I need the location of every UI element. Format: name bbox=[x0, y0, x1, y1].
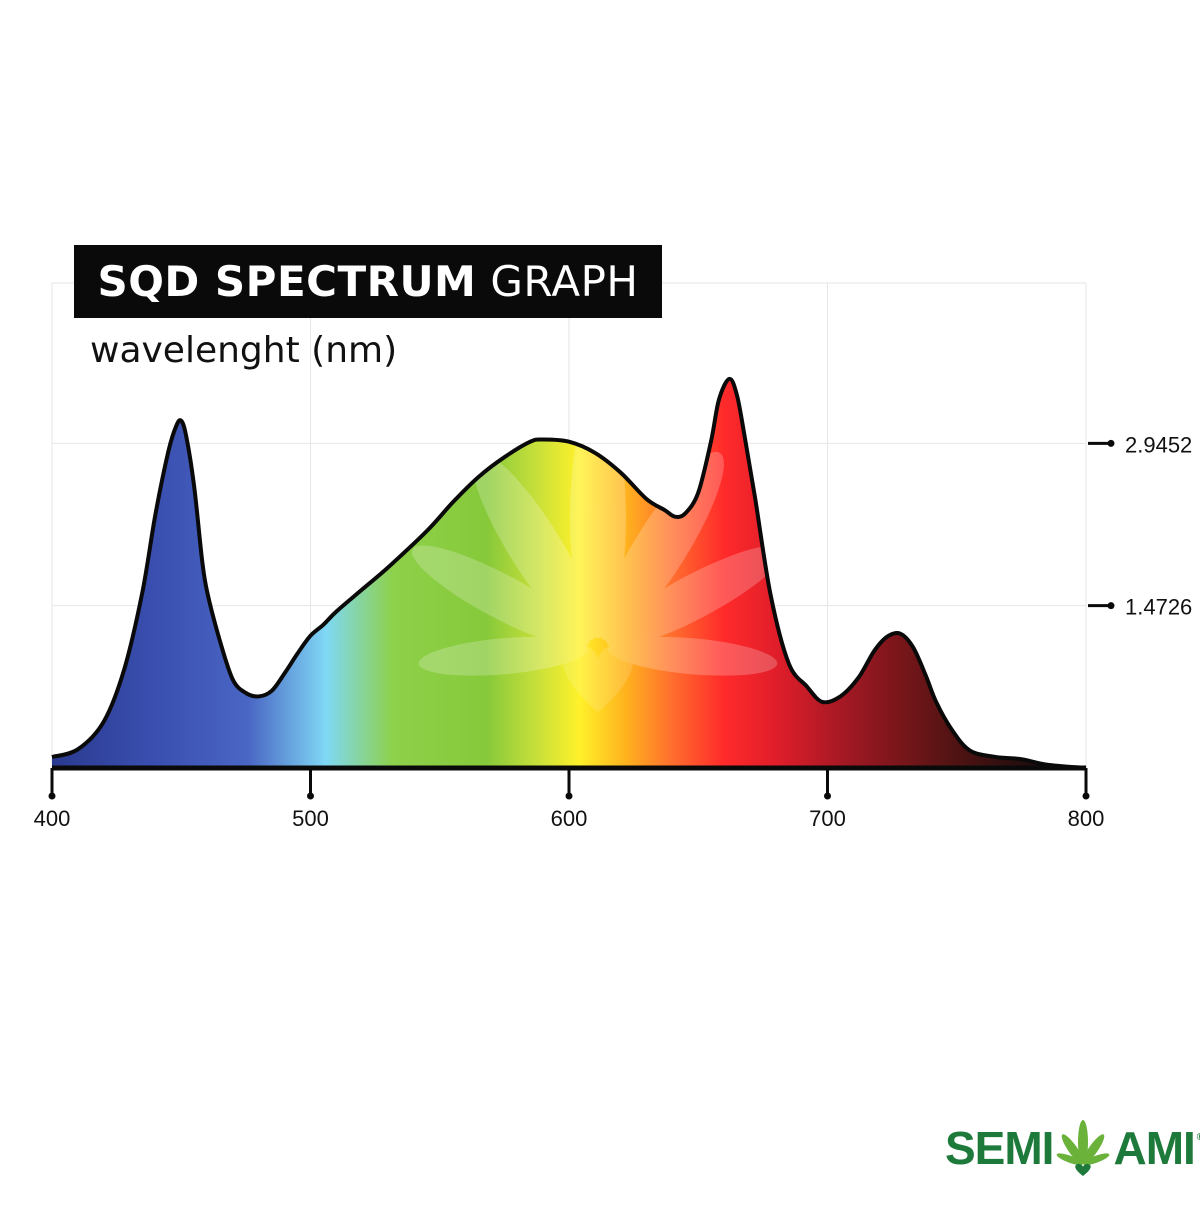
y-tick-label-0: 2.9452 bbox=[1125, 432, 1192, 457]
x-tick-dot-600 bbox=[565, 792, 573, 800]
chart-title-light: GRAPH bbox=[490, 257, 639, 306]
x-tick-label-800: 800 bbox=[1068, 806, 1105, 831]
x-axis-title: wavelenght (nm) bbox=[90, 330, 398, 371]
y-tick-dot-0 bbox=[1107, 439, 1115, 447]
y-tick-dot-1 bbox=[1107, 602, 1115, 610]
x-tick-label-500: 500 bbox=[292, 806, 329, 831]
spectrum-area bbox=[52, 378, 1086, 768]
brand-text-left: SEMI bbox=[945, 1122, 1054, 1174]
x-tick-label-400: 400 bbox=[34, 806, 71, 831]
x-tick-dot-700 bbox=[824, 792, 831, 800]
registered-mark: ® bbox=[1197, 1132, 1200, 1143]
x-tick-dot-400 bbox=[48, 792, 56, 800]
x-tick-dot-800 bbox=[1082, 792, 1090, 800]
x-tick-label-700: 700 bbox=[809, 806, 846, 831]
x-tick-dot-500 bbox=[307, 792, 314, 800]
y-axis: 2.9452 1.4726 bbox=[1088, 432, 1192, 620]
brand-logo: SEMI AMI ® bbox=[945, 1118, 1200, 1178]
brand-text-right: AMI bbox=[1113, 1122, 1195, 1174]
spectrum-outline bbox=[51, 376, 1087, 770]
watermark-leaf bbox=[411, 398, 785, 712]
x-axis: 400 500 600 700 800 bbox=[34, 765, 1105, 831]
y-tick-label-1: 1.4726 bbox=[1125, 595, 1192, 620]
chart-title: SQD SPECTRUM GRAPH bbox=[74, 245, 662, 318]
chart-title-bold: SQD SPECTRUM bbox=[97, 257, 477, 306]
x-tick-label-600: 600 bbox=[551, 806, 588, 831]
cannabis-leaf-icon bbox=[1057, 1120, 1110, 1176]
